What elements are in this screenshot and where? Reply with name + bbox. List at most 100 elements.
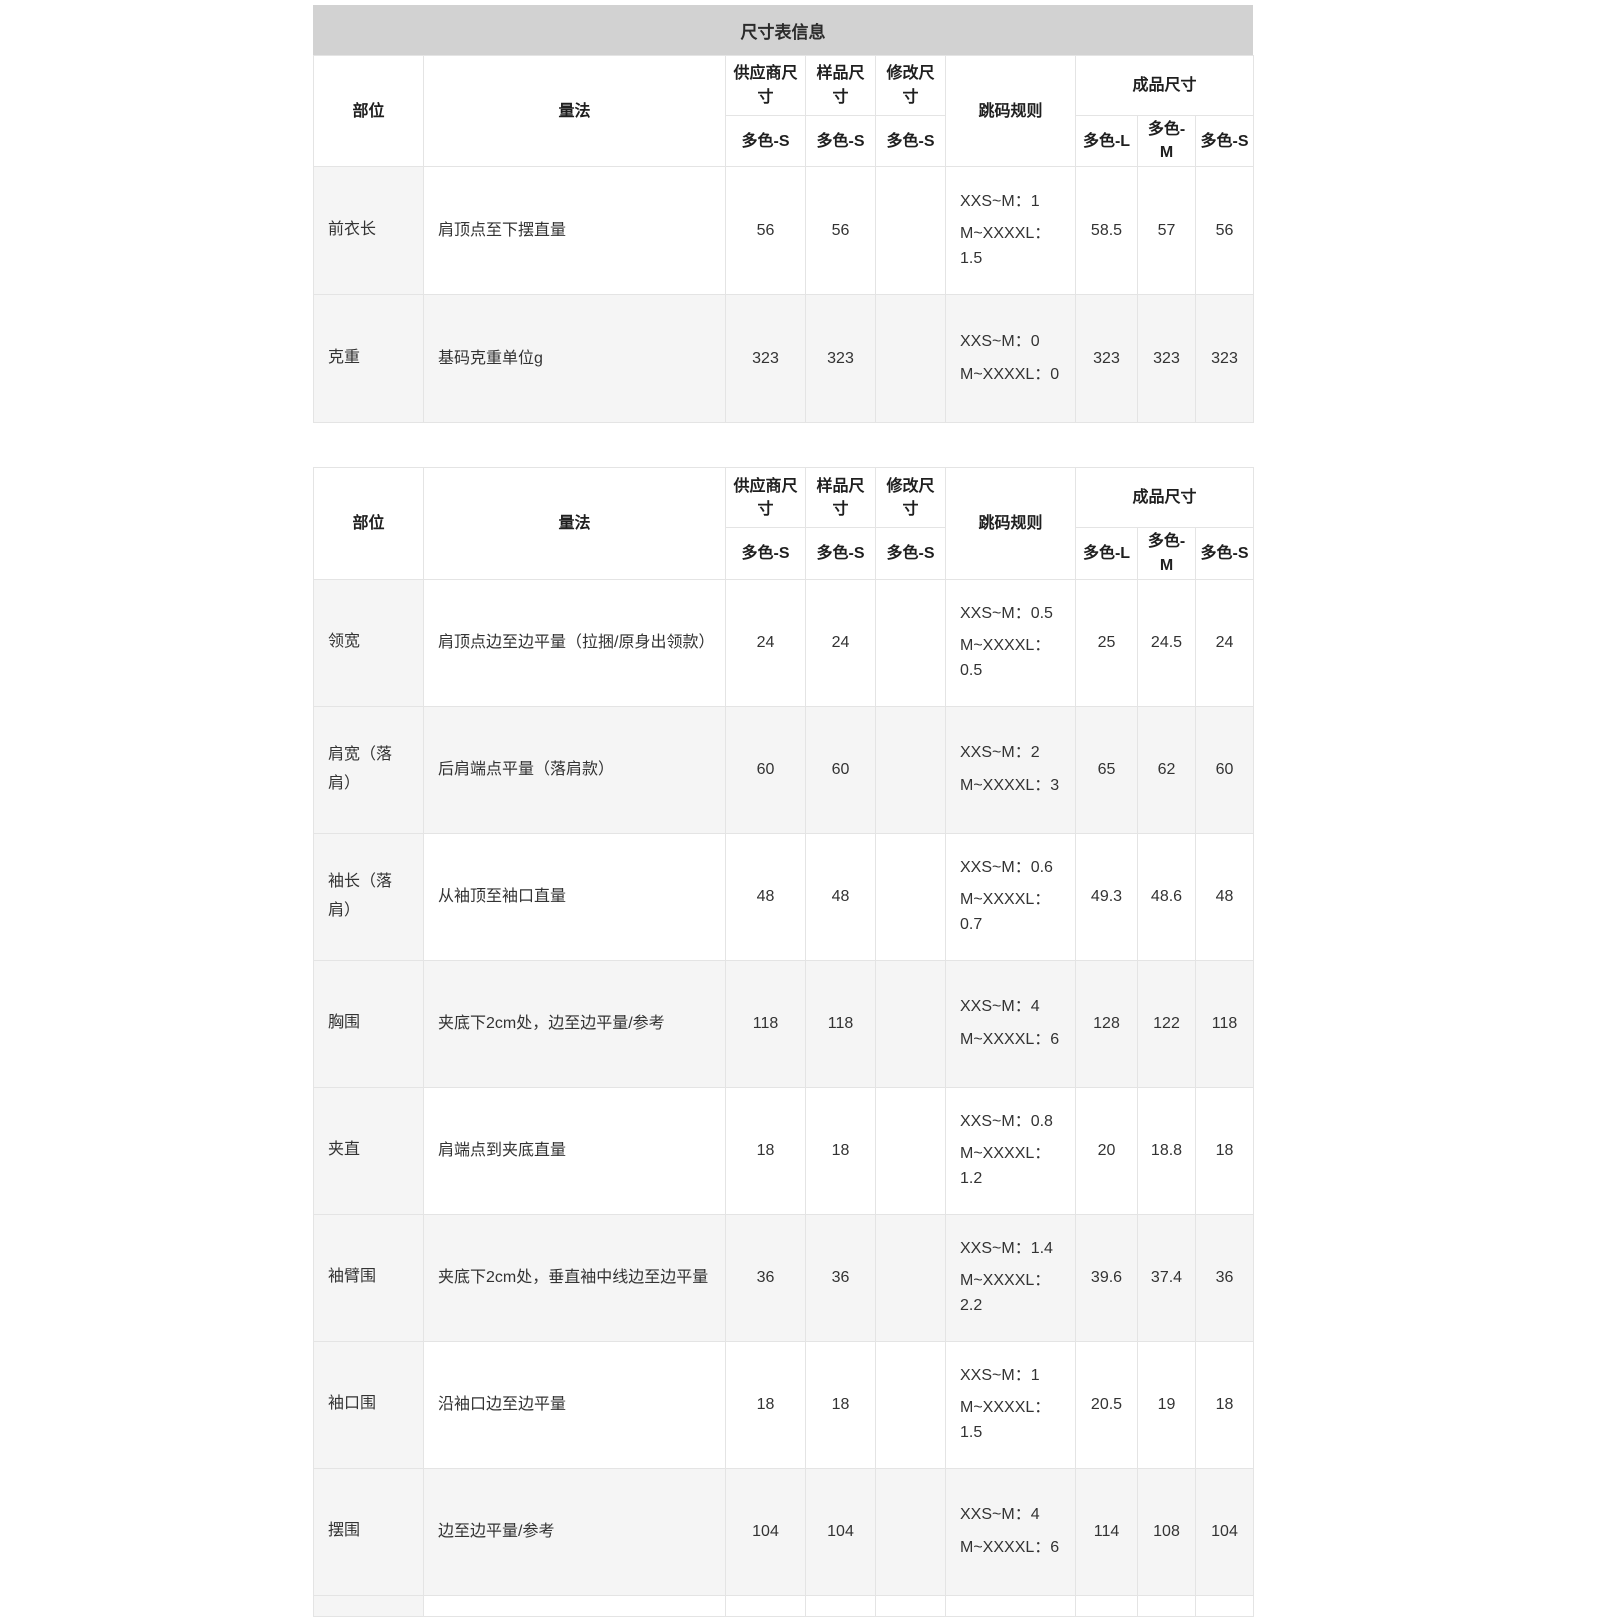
header-method: 量法 [423, 467, 726, 580]
cell-sample-size: 104 [805, 1467, 876, 1596]
cell-grading-rule: XXS~M：4 M~XXXXL：6 [945, 959, 1076, 1088]
cell-sample-size: 56 [805, 166, 876, 296]
cell-sample-size: 118 [805, 959, 876, 1088]
cell-finished-s: 24 [1194, 578, 1255, 707]
cell-modified-size [875, 1213, 946, 1342]
rule-line: M~XXXXL：1.5 [960, 1399, 1051, 1442]
cell-modified-size [875, 959, 946, 1088]
cell-modified-size [875, 1086, 946, 1215]
cell-method: 边至边平量/参考 [423, 1467, 726, 1596]
size-table-top: 部位 量法 供应商尺寸 样品尺寸 修改尺寸 跳码规则 成品尺寸 多色-S 多色-S 多色-S 多色-… [313, 54, 1255, 424]
cell-modified-size [875, 1340, 946, 1469]
rule-line: XXS~M：4 [960, 997, 1040, 1015]
cell-grading-rule: XXS~M：1 M~XXXXL：1.5 [945, 166, 1076, 296]
header-finished-sub-s: 多色-S [1194, 114, 1255, 168]
cell-finished-m: 37.4 [1137, 1213, 1196, 1342]
table-row: 袖口围 沿袖口边至边平量 18 18 XXS~M：1 M~XXXXL：1.5 20.5 19 1… [313, 1340, 1255, 1469]
cell-method [423, 1594, 726, 1617]
cell-method: 从袖顶至袖口直量 [423, 832, 726, 961]
cell-sample-size: 323 [805, 294, 876, 424]
header-modified-sub: 多色-S [875, 527, 946, 580]
cell-sample-size: 60 [805, 705, 876, 834]
cell-method: 基码克重单位g [423, 294, 726, 424]
cell-method: 沿袖口边至边平量 [423, 1340, 726, 1469]
cell-supplier-size: 60 [725, 705, 806, 834]
header-part: 部位 [313, 467, 424, 580]
cell-supplier-size: 24 [725, 578, 806, 707]
header-finished-size: 成品尺寸 [1074, 55, 1255, 116]
cell-supplier-size: 118 [725, 959, 806, 1088]
rule-line: XXS~M：4 [960, 1505, 1040, 1523]
cell-finished-m [1137, 1594, 1196, 1617]
header-modified-sub: 多色-S [875, 114, 946, 168]
table-row: 领宽 肩顶点边至边平量（拉捆/原身出领款） 24 24 XXS~M：0.5 M~XXXXL… [313, 578, 1255, 707]
cell-grading-rule: XXS~M：2 M~XXXXL：3 [945, 705, 1076, 834]
header-part: 部位 [313, 54, 424, 168]
cell-modified-size [875, 578, 946, 707]
cell-finished-s: 36 [1194, 1213, 1255, 1342]
header-modified-size: 修改尺寸 [875, 467, 946, 529]
cell-sample-size: 18 [805, 1340, 876, 1469]
header-modified-size: 修改尺寸 [875, 55, 946, 116]
table-row: 前衣长 肩顶点至下摆直量 56 56 XXS~M：1 M~XXXXL：1.5 58.5 57 5… [313, 166, 1255, 296]
cell-finished-m: 323 [1137, 294, 1196, 424]
cell-part: 前衣长 [313, 166, 424, 296]
cell-finished-s: 48 [1194, 832, 1255, 961]
cell-modified-size [875, 832, 946, 961]
cell-finished-m: 57 [1137, 166, 1196, 296]
cell-finished-l: 128 [1075, 959, 1138, 1088]
header-finished-sub-s: 多色-S [1194, 527, 1255, 580]
rule-line: M~XXXXL：6 [960, 1538, 1060, 1556]
cell-sample-size [805, 1594, 876, 1617]
rule-line: XXS~M：1 [960, 1366, 1040, 1384]
rule-line: M~XXXXL：6 [960, 1030, 1060, 1048]
cell-part: 摆围 [313, 1467, 424, 1596]
header-finished-size: 成品尺寸 [1074, 467, 1255, 529]
cell-finished-s: 60 [1194, 705, 1255, 834]
cell-finished-s: 56 [1194, 166, 1255, 296]
rule-line: M~XXXXL：1.5 [960, 225, 1051, 268]
cell-finished-m: 19 [1137, 1340, 1196, 1469]
size-table-bottom: 部位 量法 供应商尺寸 样品尺寸 修改尺寸 跳码规则 成品尺寸 多色-S 多色-S 多色-S 多色-… [313, 467, 1255, 1617]
cell-grading-rule: XXS~M：4 M~XXXXL：6 [945, 1467, 1076, 1596]
table-row: 胸围 夹底下2cm处，边至边平量/参考 118 118 XXS~M：4 M~XXXXL：6… [313, 959, 1255, 1088]
cell-part: 肩宽（落肩） [313, 705, 424, 834]
table-head: 部位 量法 供应商尺寸 样品尺寸 修改尺寸 跳码规则 成品尺寸 多色-S 多色-S 多色-S 多色-… [313, 54, 1255, 168]
cell-method: 肩顶点至下摆直量 [423, 166, 726, 296]
header-supplier-sub: 多色-S [725, 527, 806, 580]
table-row-partial [313, 1594, 1255, 1617]
header-method: 量法 [423, 54, 726, 168]
header-finished-sub-l: 多色-L [1075, 114, 1138, 168]
cell-part: 胸围 [313, 959, 424, 1088]
cell-part: 克重 [313, 294, 424, 424]
cell-modified-size [875, 166, 946, 296]
cell-supplier-size: 56 [725, 166, 806, 296]
header-finished-sub-l: 多色-L [1075, 527, 1138, 580]
rule-line: XXS~M：0 [960, 333, 1040, 351]
rule-line: XXS~M：2 [960, 743, 1040, 761]
header-supplier-size: 供应商尺寸 [725, 467, 806, 529]
header-sample-sub: 多色-S [805, 114, 876, 168]
cell-finished-s: 18 [1194, 1086, 1255, 1215]
cell-sample-size: 18 [805, 1086, 876, 1215]
header-row-1: 部位 量法 供应商尺寸 样品尺寸 修改尺寸 跳码规则 成品尺寸 [313, 54, 1255, 168]
rule-line: M~XXXXL：0 [960, 365, 1060, 383]
cell-modified-size [875, 1467, 946, 1596]
cell-finished-m: 122 [1137, 959, 1196, 1088]
cell-part: 袖臂围 [313, 1213, 424, 1342]
rule-line: XXS~M：1.4 [960, 1239, 1053, 1257]
size-chart-title: 尺寸表信息 [313, 5, 1253, 55]
cell-part: 袖口围 [313, 1340, 424, 1469]
rule-line: XXS~M：0.6 [960, 858, 1053, 876]
header-finished-sub-m: 多色-M [1137, 114, 1196, 168]
header-supplier-size: 供应商尺寸 [725, 55, 806, 116]
cell-method: 夹底下2cm处，边至边平量/参考 [423, 959, 726, 1088]
cell-supplier-size: 18 [725, 1086, 806, 1215]
cell-grading-rule: XXS~M：0 M~XXXXL：0 [945, 294, 1076, 424]
rule-line: XXS~M：1 [960, 192, 1040, 210]
cell-finished-m: 48.6 [1137, 832, 1196, 961]
cell-modified-size [875, 705, 946, 834]
table-body: 前衣长 肩顶点至下摆直量 56 56 XXS~M：1 M~XXXXL：1.5 58.5 57 5… [313, 166, 1255, 424]
header-row-2: 多色-S 多色-S 多色-S 多色-L 多色-M 多色-S [314, 527, 1255, 580]
rule-line: M~XXXXL：3 [960, 776, 1060, 794]
